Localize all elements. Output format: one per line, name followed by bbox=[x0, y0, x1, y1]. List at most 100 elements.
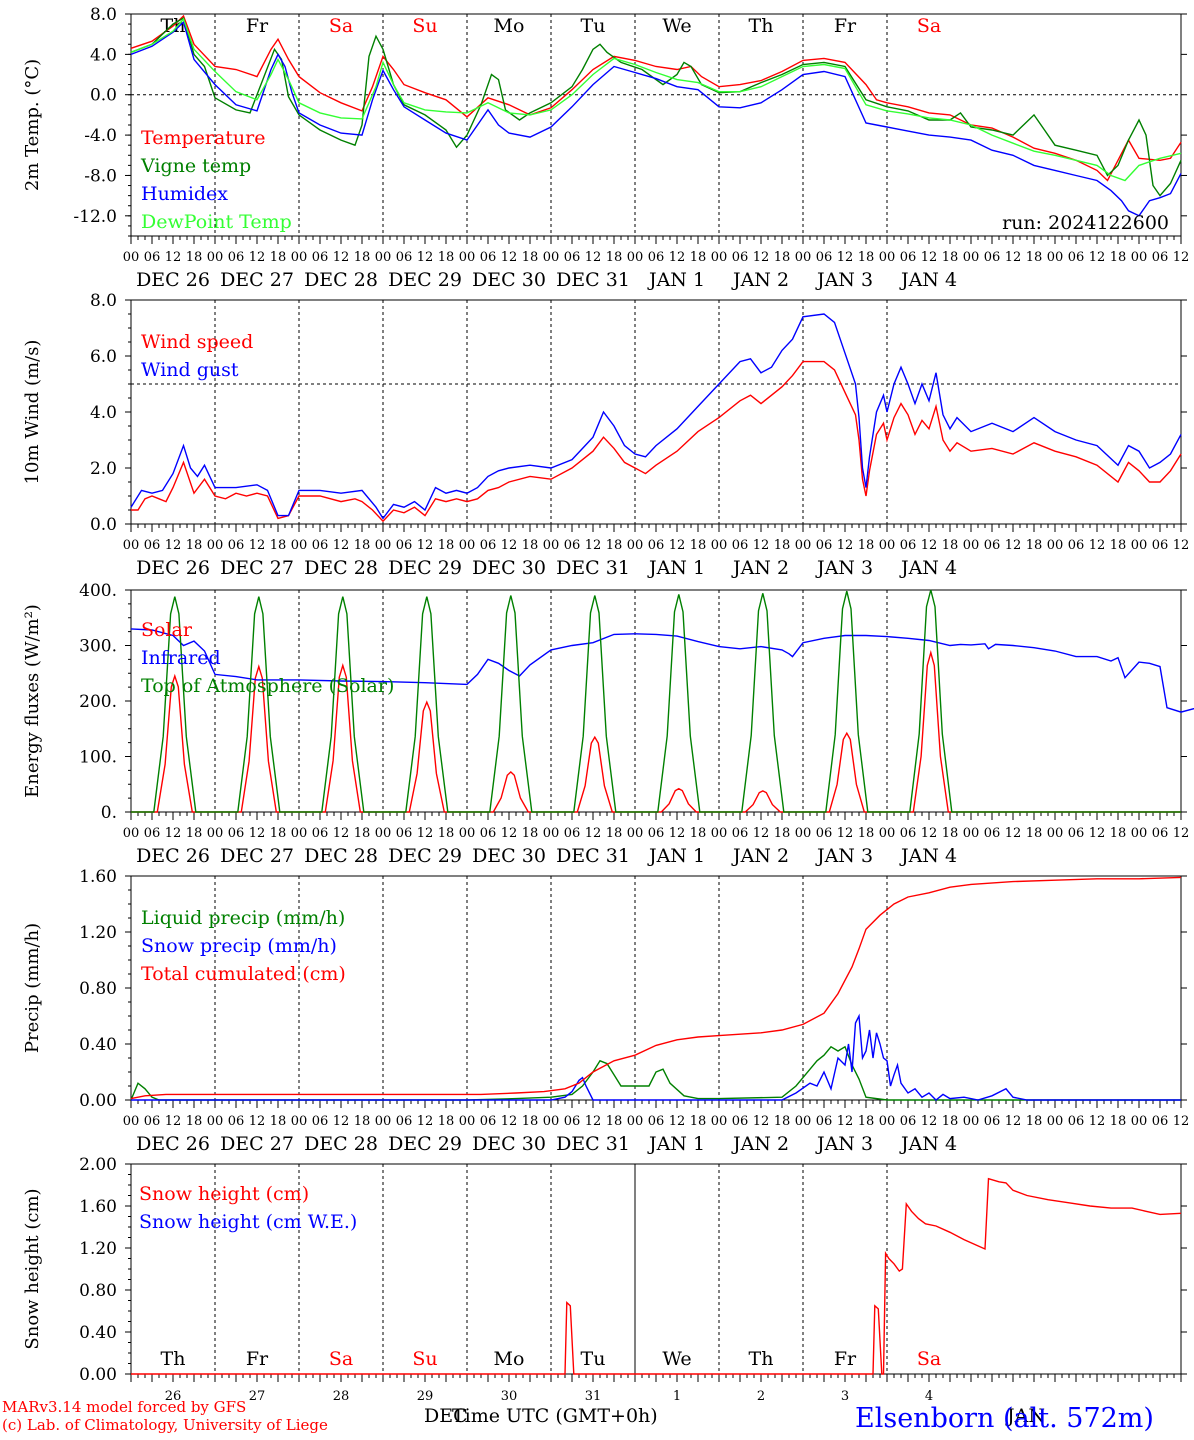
x-hour-label: 06 bbox=[984, 1114, 1001, 1129]
x-hour-label: 06 bbox=[984, 250, 1001, 265]
x-hour-label: 12 bbox=[417, 250, 434, 265]
x-date-label: DEC 26 bbox=[136, 557, 210, 579]
x-date-label: JAN 4 bbox=[899, 845, 957, 867]
x-daynum-label: 26 bbox=[165, 1389, 182, 1404]
x-hour-label: 00 bbox=[291, 826, 308, 841]
x-hour-label: 00 bbox=[1047, 538, 1064, 553]
x-hour-label: 12 bbox=[753, 250, 770, 265]
x-hour-label: 00 bbox=[459, 826, 476, 841]
y-tick-label: 0.0 bbox=[90, 86, 117, 106]
x-hour-label: 18 bbox=[858, 1114, 875, 1129]
x-hour-label: 00 bbox=[963, 538, 980, 553]
x-hour-label: 06 bbox=[480, 250, 497, 265]
y-tick-label: 2.0 bbox=[90, 459, 117, 479]
x-hour-label: 06 bbox=[1152, 538, 1169, 553]
x-hour-label: 18 bbox=[354, 1114, 371, 1129]
x-hour-label: 00 bbox=[711, 538, 728, 553]
day-name-label: Su bbox=[412, 1348, 437, 1370]
x-hour-label: 00 bbox=[207, 250, 224, 265]
x-hour-label: 12 bbox=[669, 1114, 686, 1129]
x-hour-label: 12 bbox=[585, 826, 602, 841]
day-name-label: Sa bbox=[917, 1348, 941, 1370]
y-tick-label: 0.40 bbox=[79, 1323, 117, 1343]
x-date-label: DEC 26 bbox=[136, 1133, 210, 1155]
x-hour-label: 18 bbox=[606, 250, 623, 265]
x-hour-label: 00 bbox=[123, 538, 140, 553]
x-hour-label: 06 bbox=[396, 1114, 413, 1129]
jan-month-label: JAN bbox=[1007, 1405, 1045, 1427]
x-daynum-label: 4 bbox=[925, 1389, 933, 1404]
x-hour-label: 12 bbox=[753, 1114, 770, 1129]
legend-entry: Snow height (cm W.E.) bbox=[139, 1211, 357, 1233]
x-hour-label: 12 bbox=[501, 1114, 518, 1129]
legend-entry: Wind gust bbox=[141, 359, 239, 381]
x-hour-label: 06 bbox=[1152, 1114, 1169, 1129]
x-hour-label: 12 bbox=[753, 538, 770, 553]
y-tick-label: 0.00 bbox=[79, 1091, 117, 1111]
x-hour-label: 06 bbox=[228, 538, 245, 553]
x-hour-label: 18 bbox=[606, 1114, 623, 1129]
x-hour-label: 12 bbox=[249, 250, 266, 265]
x-hour-label: 18 bbox=[438, 250, 455, 265]
x-hour-label: 06 bbox=[648, 538, 665, 553]
day-name-label: Fr bbox=[834, 1348, 857, 1370]
x-hour-label: 12 bbox=[585, 538, 602, 553]
day-name-label: Sa bbox=[329, 15, 353, 37]
series-line bbox=[131, 1013, 1181, 1101]
x-hour-label: 00 bbox=[795, 1114, 812, 1129]
x-hour-label: 06 bbox=[816, 826, 833, 841]
x-date-label: JAN 2 bbox=[731, 269, 789, 291]
x-hour-label: 12 bbox=[1089, 250, 1106, 265]
x-hour-label: 00 bbox=[543, 826, 560, 841]
x-hour-label: 12 bbox=[417, 1114, 434, 1129]
x-date-label: DEC 29 bbox=[388, 557, 462, 579]
panel-4: 1.60 1.20 0.80 0.40 0.00 Precip (mm/h) 00 06 12 1… bbox=[22, 867, 1189, 1155]
plot-frame bbox=[130, 589, 1182, 813]
x-hour-label: 06 bbox=[312, 826, 329, 841]
x-date-label: DEC 30 bbox=[472, 557, 546, 579]
dec-month-label: DEC bbox=[424, 1405, 468, 1427]
x-hour-label: 06 bbox=[228, 1114, 245, 1129]
plot-frame bbox=[130, 299, 1182, 525]
y-axis-label: Precip (mm/h) bbox=[22, 923, 43, 1053]
y-axis-label: 2m Temp. (°C) bbox=[22, 59, 43, 191]
x-hour-label: 00 bbox=[375, 250, 392, 265]
x-hour-label: 18 bbox=[1110, 538, 1127, 553]
x-hour-label: 00 bbox=[711, 826, 728, 841]
x-hour-label: 00 bbox=[123, 1114, 140, 1129]
x-hour-label: 18 bbox=[942, 826, 959, 841]
x-date-label: DEC 29 bbox=[388, 1133, 462, 1155]
legend-entry: Total cumulated (cm) bbox=[141, 963, 346, 985]
x-hour-label: 18 bbox=[858, 826, 875, 841]
x-hour-label: 18 bbox=[942, 250, 959, 265]
x-hour-label: 12 bbox=[165, 826, 182, 841]
y-tick-label: 0. bbox=[101, 803, 117, 823]
x-hour-label: 18 bbox=[438, 826, 455, 841]
x-hour-label: 06 bbox=[1152, 826, 1169, 841]
day-name-label: Th bbox=[749, 15, 774, 37]
x-hour-label: 18 bbox=[186, 250, 203, 265]
x-hour-label: 06 bbox=[480, 1114, 497, 1129]
x-date-label: JAN 4 bbox=[899, 1133, 957, 1155]
x-hour-label: 00 bbox=[459, 1114, 476, 1129]
x-date-label: DEC 27 bbox=[220, 269, 294, 291]
y-tick-label: 0.40 bbox=[79, 1035, 117, 1055]
legend-entry: DewPoint Temp bbox=[141, 211, 292, 233]
x-hour-label: 00 bbox=[291, 1114, 308, 1129]
y-tick-label: 0.80 bbox=[79, 979, 117, 999]
x-hour-label: 18 bbox=[186, 538, 203, 553]
x-hour-label: 12 bbox=[837, 1114, 854, 1129]
x-daynum-label: 27 bbox=[249, 1389, 266, 1404]
series-line bbox=[130, 313, 1182, 520]
x-hour-label: 12 bbox=[1173, 826, 1190, 841]
y-tick-label: -8.0 bbox=[84, 166, 117, 186]
x-hour-label: 12 bbox=[501, 826, 518, 841]
x-hour-label: 18 bbox=[438, 538, 455, 553]
x-hour-label: 12 bbox=[837, 250, 854, 265]
x-hour-label: 18 bbox=[1026, 1114, 1043, 1129]
x-hour-label: 18 bbox=[690, 538, 707, 553]
y-tick-label: 1.60 bbox=[79, 1197, 117, 1217]
x-hour-label: 12 bbox=[669, 826, 686, 841]
x-hour-label: 06 bbox=[312, 250, 329, 265]
